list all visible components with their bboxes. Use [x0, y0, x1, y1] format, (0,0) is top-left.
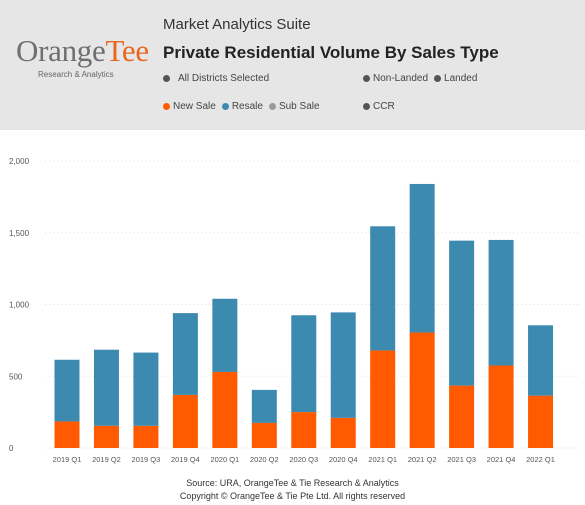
x-tick-label: 2019 Q2	[92, 455, 121, 464]
sale-type-legend: New Sale Resale Sub Sale	[163, 101, 326, 112]
bar-resale	[133, 352, 159, 426]
bar-new-sale	[409, 332, 435, 448]
non-landed-label: Non-Landed	[373, 73, 429, 84]
new-sale-label: New Sale	[173, 101, 216, 112]
bar-resale	[488, 239, 514, 366]
x-tick-label: 2021 Q4	[487, 455, 516, 464]
resale-label: Resale	[231, 101, 263, 112]
region-label: CCR	[373, 101, 395, 112]
x-tick-label: 2021 Q2	[408, 455, 437, 464]
sub-sale-dot	[268, 103, 276, 110]
bar-new-sale	[449, 385, 475, 448]
bar-new-sale	[330, 417, 356, 448]
x-tick-label: 2020 Q3	[289, 455, 318, 464]
bar-new-sale	[54, 421, 80, 448]
bar-new-sale	[133, 425, 159, 448]
bar-resale	[528, 325, 554, 396]
bar-new-sale	[370, 350, 396, 448]
bar-resale	[172, 313, 198, 395]
y-tick-label: 2,000	[9, 157, 30, 166]
legend-sub-sale[interactable]: Sub Sale	[268, 101, 320, 112]
x-tick-label: 2022 Q1	[526, 455, 555, 464]
district-filter-label: All Districts Selected	[178, 73, 270, 84]
x-tick-label: 2019 Q3	[132, 455, 161, 464]
x-tick-label: 2020 Q2	[250, 455, 279, 464]
sub-sale-label: Sub Sale	[278, 101, 320, 112]
x-tick-label: 2021 Q1	[368, 455, 397, 464]
x-tick-label: 2019 Q1	[53, 455, 82, 464]
landed-dot	[434, 75, 442, 82]
resale-dot	[221, 103, 229, 110]
bar-resale	[370, 226, 396, 351]
y-tick-label: 1,000	[9, 301, 30, 310]
x-tick-label: 2019 Q4	[171, 455, 200, 464]
bar-resale	[409, 183, 435, 333]
bar-new-sale	[93, 425, 119, 448]
chart-axis-labels: 2,000 1,500 1,000 500 0 2019 Q1 2019 Q2 2019 Q3…	[9, 157, 555, 464]
legend-resale[interactable]: Resale	[221, 101, 263, 112]
y-tick-label: 0	[9, 444, 14, 453]
bar-new-sale	[528, 395, 554, 448]
sales-volume-chart: 2,000 1,500 1,000 500 0 2019 Q1 2019 Q2 2019 Q3…	[9, 157, 578, 464]
new-sale-dot	[163, 103, 170, 110]
x-tick-label: 2021 Q3	[447, 455, 476, 464]
logo-word-accent: Tee	[105, 33, 149, 68]
bar-resale	[330, 312, 356, 418]
logo-word-main: Orange	[16, 33, 106, 68]
copyright-note: Copyright © OrangeTee & Tie Pte Ltd. All…	[179, 491, 406, 501]
bar-resale	[212, 298, 238, 372]
bar-resale	[251, 389, 277, 423]
region-filter[interactable]: CCR	[363, 101, 395, 112]
property-type-filter: Non-Landed Landed	[363, 73, 483, 84]
report-header: OrangeTee Research & Analytics Market An…	[0, 0, 585, 130]
legend-new-sale[interactable]: New Sale	[163, 101, 216, 112]
bar-resale	[93, 349, 119, 426]
source-note: Source: URA, OrangeTee & Tie Research & …	[186, 478, 399, 488]
page-title: Private Residential Volume By Sales Type	[163, 43, 499, 62]
suite-title: Market Analytics Suite	[163, 16, 311, 33]
bar-new-sale	[172, 394, 198, 448]
chart-bars	[54, 183, 554, 448]
bar-resale	[54, 359, 80, 422]
filter-landed[interactable]: Landed	[434, 73, 477, 84]
logo-wordmark: OrangeTee	[16, 34, 161, 68]
bar-resale	[291, 315, 317, 413]
y-tick-label: 1,500	[9, 229, 30, 238]
bar-resale	[449, 240, 475, 386]
x-tick-label: 2020 Q4	[329, 455, 358, 464]
x-tick-label: 2020 Q1	[210, 455, 239, 464]
orangetee-logo: OrangeTee Research & Analytics	[16, 34, 161, 80]
bar-new-sale	[251, 422, 277, 448]
filter-non-landed[interactable]: Non-Landed	[363, 73, 428, 84]
bar-new-sale	[291, 412, 317, 448]
bar-new-sale	[488, 365, 514, 448]
district-filter[interactable]: All Districts Selected	[163, 73, 269, 84]
region-dot	[363, 103, 370, 110]
bar-new-sale	[212, 371, 238, 448]
y-tick-label: 500	[9, 372, 23, 381]
non-landed-dot	[363, 75, 370, 82]
landed-label: Landed	[444, 73, 478, 84]
district-filter-dot	[163, 75, 170, 82]
logo-subtitle: Research & Analytics	[38, 70, 114, 79]
